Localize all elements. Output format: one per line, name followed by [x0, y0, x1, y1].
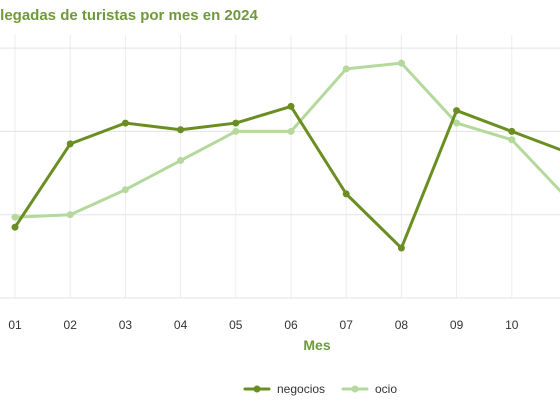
data-point-ocio	[11, 213, 19, 221]
data-point-negocios	[11, 223, 19, 231]
series-negocios	[11, 102, 560, 252]
data-point-ocio	[508, 136, 516, 144]
data-point-ocio	[287, 127, 295, 135]
x-tick-label: 09	[450, 318, 464, 332]
legend-label: ocio	[375, 382, 397, 396]
data-point-negocios	[66, 140, 74, 148]
x-tick-label: 05	[229, 318, 243, 332]
data-point-ocio	[177, 157, 185, 165]
data-point-ocio	[232, 127, 240, 135]
x-tick-label: 02	[64, 318, 78, 332]
data-point-negocios	[342, 190, 350, 198]
data-point-negocios	[508, 127, 516, 135]
data-point-negocios	[232, 119, 240, 127]
grid-layer	[0, 35, 560, 299]
x-tick-label: 06	[284, 318, 298, 332]
series-layer	[11, 59, 560, 252]
data-point-negocios	[397, 244, 405, 252]
data-point-ocio	[66, 211, 74, 219]
legend: negocios ocio	[243, 382, 397, 396]
data-point-negocios	[287, 102, 295, 110]
legend-swatch-point	[253, 385, 261, 393]
data-point-ocio	[121, 186, 129, 194]
data-point-ocio	[397, 59, 405, 67]
x-tick-label: 07	[340, 318, 354, 332]
legend-item-negocios: negocios	[243, 382, 325, 396]
series-line-ocio	[13, 61, 560, 219]
series-ocio	[11, 59, 560, 221]
legend-item-ocio: ocio	[341, 382, 397, 396]
series-line-negocios	[13, 104, 560, 250]
data-point-ocio	[342, 65, 350, 73]
data-point-ocio	[453, 119, 461, 127]
legend-label: negocios	[277, 382, 325, 396]
data-point-negocios	[121, 119, 129, 127]
chart-title: llegadas de turistas por mes en 2024	[0, 7, 258, 24]
data-point-negocios	[453, 107, 461, 115]
x-tick-label: 03	[119, 318, 133, 332]
x-tick-label: 08	[395, 318, 409, 332]
data-point-negocios	[177, 126, 185, 134]
x-tick-label: 01	[8, 318, 22, 332]
x-axis-title: Mes	[303, 337, 330, 353]
x-tick-label: 04	[174, 318, 188, 332]
x-tick-label: 10	[505, 318, 519, 332]
legend-swatch-point	[351, 385, 359, 393]
x-tick-labels: 0102030405060708091011	[8, 318, 519, 332]
